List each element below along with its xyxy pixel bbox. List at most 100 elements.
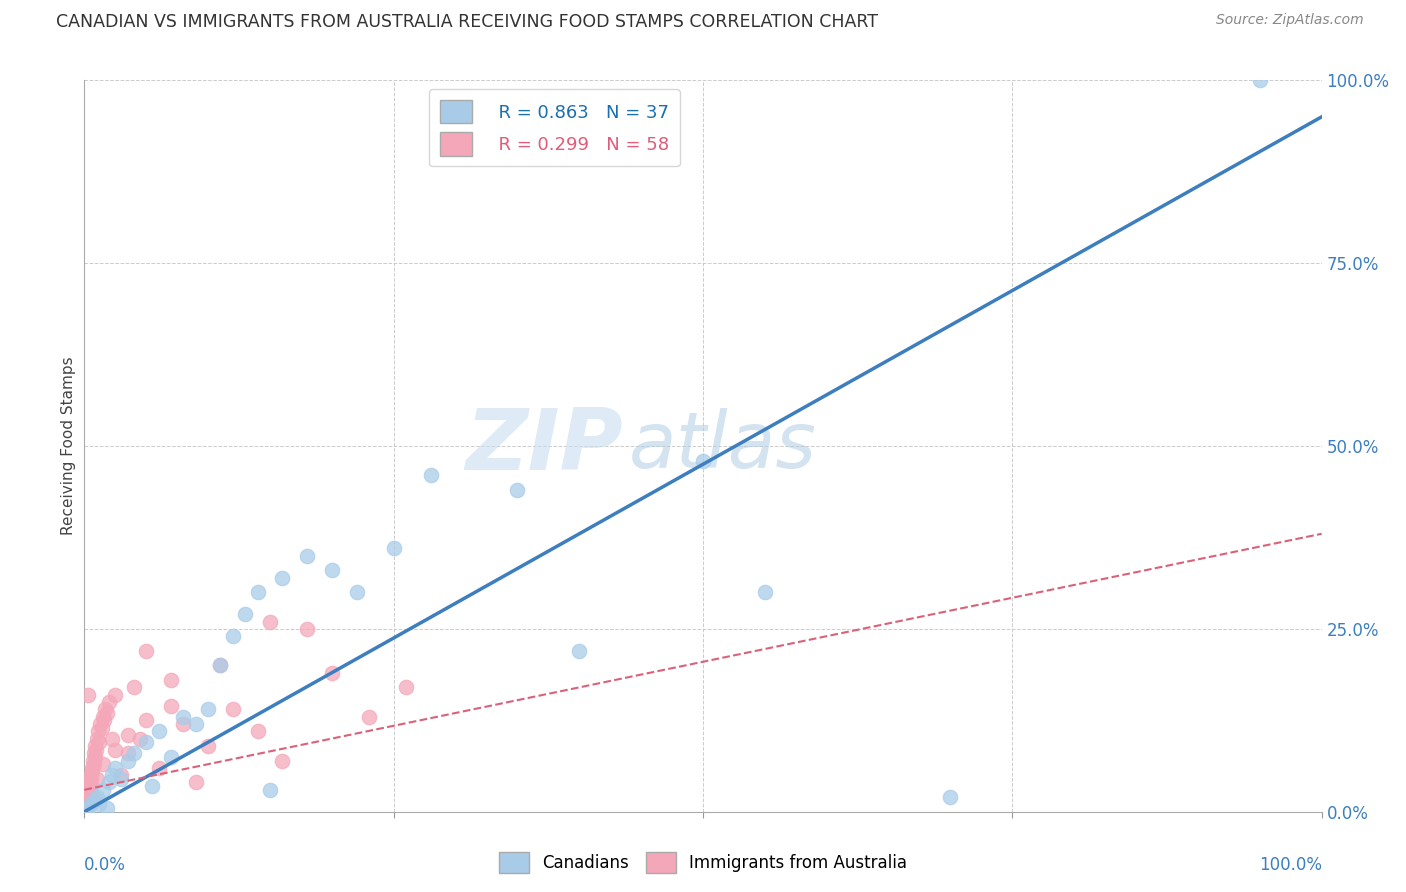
Point [82,764,104,779]
Point [117,746,139,760]
Text: ZIP: ZIP [465,404,623,488]
Point [117,754,139,768]
Point [77,782,100,797]
Point [172,717,194,731]
Point [91,757,114,772]
Point [295,622,318,636]
Point [80,772,103,786]
Point [75,801,97,815]
Point [83,749,105,764]
Point [110,772,132,786]
Point [692,453,714,467]
Point [84,739,107,753]
Point [197,702,219,716]
Y-axis label: Receiving Food Stamps: Receiving Food Stamps [60,357,76,535]
Point [94,702,117,716]
Point [77,787,100,801]
Point [222,702,245,716]
Point [104,742,127,756]
Point [104,761,127,775]
Point [76,790,98,805]
Point [321,665,343,680]
Point [89,797,111,812]
Point [98,695,121,709]
Point [135,644,157,658]
Point [1249,73,1271,87]
Point [82,790,104,805]
Point [148,761,170,775]
Legend:   R = 0.863   N = 37,   R = 0.299   N = 58: R = 0.863 N = 37, R = 0.299 N = 58 [429,89,681,167]
Point [246,585,269,599]
Point [129,731,152,746]
Point [79,797,101,812]
Point [233,607,256,622]
Point [395,681,418,695]
Point [160,698,183,713]
Point [259,782,281,797]
Point [84,742,107,756]
Point [568,644,591,658]
Point [77,801,100,815]
Point [122,746,145,760]
Point [141,779,163,793]
Point [79,775,101,789]
Point [222,629,245,643]
Point [321,563,343,577]
Point [104,688,127,702]
Text: atlas: atlas [628,408,817,484]
Point [295,549,318,563]
Point [939,790,962,805]
Point [172,709,194,723]
Point [271,754,294,768]
Point [110,768,132,782]
Point [87,724,110,739]
Point [122,681,145,695]
Point [86,731,108,746]
Point [271,571,294,585]
Point [79,779,101,793]
Text: 0.0%: 0.0% [84,855,127,873]
Point [184,717,207,731]
Point [382,541,405,556]
Point [83,746,105,760]
Point [77,688,100,702]
Point [91,709,114,723]
Point [148,724,170,739]
Point [93,714,115,728]
Point [82,754,104,768]
Point [80,761,103,775]
Point [79,779,101,793]
Point [83,757,105,772]
Point [89,717,111,731]
Point [98,775,121,789]
Point [135,735,157,749]
Point [79,768,101,782]
Text: 100.0%: 100.0% [1258,855,1322,873]
Point [160,749,183,764]
Point [209,658,232,673]
Point [419,468,441,483]
Point [89,735,111,749]
Point [197,739,219,753]
Point [100,768,122,782]
Point [96,801,118,815]
Point [184,775,207,789]
Point [96,706,118,720]
Point [90,721,112,735]
Point [91,782,114,797]
Point [76,794,98,808]
Text: Source: ZipAtlas.com: Source: ZipAtlas.com [1216,13,1364,28]
Point [100,731,122,746]
Point [83,794,105,808]
Point [86,772,108,786]
Point [117,728,139,742]
Point [209,658,232,673]
Legend: Canadians, Immigrants from Australia: Canadians, Immigrants from Australia [492,846,914,880]
Point [135,714,157,728]
Point [246,724,269,739]
Point [75,797,97,812]
Point [357,709,380,723]
Point [506,483,529,497]
Point [346,585,368,599]
Point [86,790,108,805]
